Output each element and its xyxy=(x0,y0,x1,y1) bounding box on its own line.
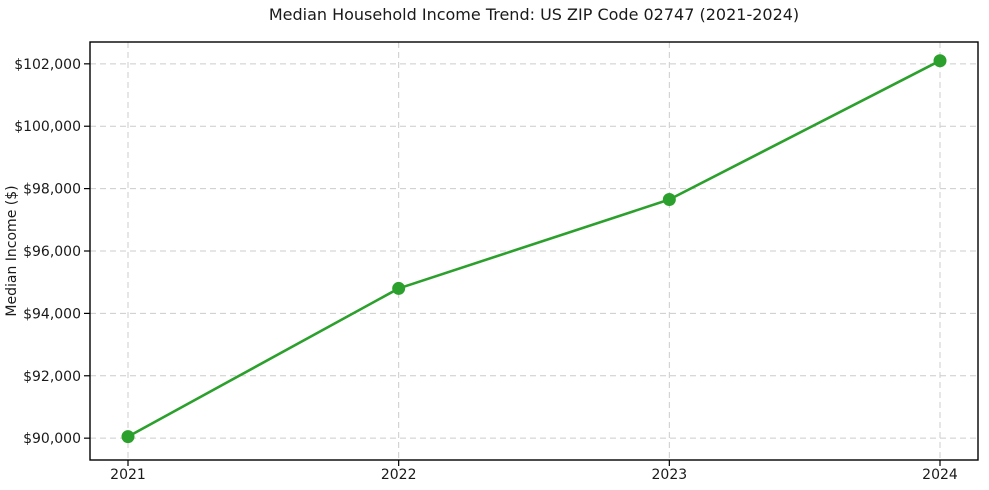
y-tick-label: $90,000 xyxy=(23,431,81,447)
x-tick-label: 2022 xyxy=(381,467,417,483)
data-point-2024 xyxy=(933,54,947,68)
y-tick-label: $98,000 xyxy=(23,182,81,198)
y-tick-label: $92,000 xyxy=(23,369,81,385)
x-tick-label: 2021 xyxy=(110,467,146,483)
y-tick-label: $102,000 xyxy=(14,57,81,73)
x-tick-label: 2023 xyxy=(652,467,688,483)
y-tick-label: $94,000 xyxy=(23,306,81,322)
y-tick-label: $100,000 xyxy=(14,119,81,135)
data-point-2022 xyxy=(392,281,406,295)
income-trend-line xyxy=(126,59,942,438)
chart-title: Median Household Income Trend: US ZIP Co… xyxy=(269,5,799,24)
data-point-2021 xyxy=(121,430,135,444)
y-axis-label: Median Income ($) xyxy=(4,185,20,316)
x-tick-label: 2024 xyxy=(922,467,958,483)
plot-border xyxy=(89,41,979,461)
data-point-2023 xyxy=(662,193,676,207)
plot-area: $90,000 $92,000 $94,000 $96,000 $98,000 $100,… xyxy=(14,41,979,483)
y-tick-label: $96,000 xyxy=(23,244,81,260)
